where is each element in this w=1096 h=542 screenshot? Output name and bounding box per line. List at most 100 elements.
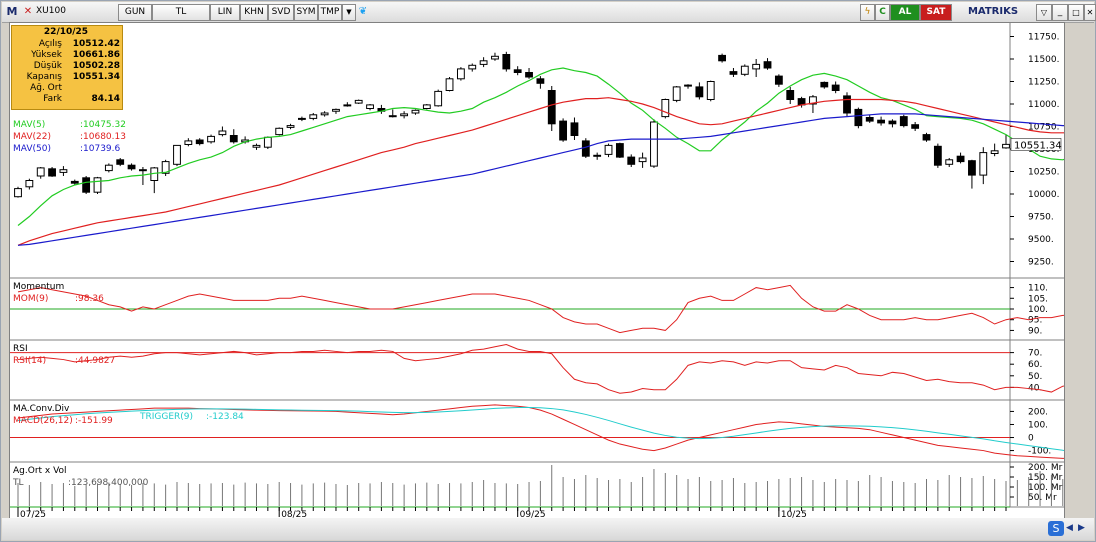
candle-body — [116, 159, 125, 165]
y-tick-label: 9500. — [1028, 235, 1054, 245]
series-value: :98.36 — [75, 294, 104, 304]
candle-body — [513, 69, 522, 73]
candle-body — [786, 90, 795, 100]
tmp-button[interactable]: TMP — [318, 4, 342, 21]
y-tick-label: 10000. — [1028, 190, 1060, 200]
candle-body — [366, 104, 374, 110]
period-button[interactable]: GUN — [118, 4, 152, 21]
last-price-label: 10551.34 — [1014, 140, 1062, 151]
candle-body — [570, 122, 579, 137]
ma-line — [17, 113, 1096, 246]
candle-body — [774, 75, 783, 85]
candle-body — [752, 63, 761, 70]
candle-body — [763, 61, 772, 69]
candle-body — [559, 120, 568, 141]
brand-label: MATRIKS — [967, 6, 1019, 17]
candle-body — [684, 84, 692, 87]
candle-body — [877, 119, 885, 124]
series-name: TL — [12, 478, 24, 488]
candle-body — [502, 54, 511, 70]
info-row: Kapanış 10551.34 — [12, 72, 122, 83]
candle-body — [286, 125, 295, 128]
candle-body — [491, 55, 499, 60]
candle-body — [729, 71, 738, 75]
svd-button[interactable]: SVD — [268, 4, 294, 21]
y-tick-label: 105. — [1028, 294, 1048, 304]
candle-body — [275, 127, 284, 136]
candle-body — [604, 144, 613, 155]
candle-body — [320, 112, 329, 116]
candle-body — [650, 121, 658, 167]
series-name: RSI(14) — [13, 356, 46, 366]
candle-body — [820, 81, 829, 88]
chart-svg: 9250.9500.9750.10000.10250.10500.10750.1… — [10, 23, 1096, 520]
info-value: 10512.42 — [72, 39, 120, 49]
series-name: MAV(22) — [13, 132, 51, 142]
y-tick-label: 60. — [1028, 360, 1042, 370]
maximize-icon[interactable]: □ — [1068, 4, 1084, 21]
candle-body — [59, 169, 68, 173]
currency-button[interactable]: TL — [152, 4, 210, 21]
minimize-icon[interactable]: ▽ — [1036, 4, 1052, 21]
candle-body — [627, 156, 636, 165]
info-label: Açılış — [38, 39, 62, 49]
series-name: MAV(50) — [13, 144, 51, 154]
sell-button[interactable]: SAT — [920, 4, 952, 21]
info-row: Açılış 10512.42 — [12, 39, 122, 50]
candle-body — [332, 108, 340, 112]
candle-body — [990, 150, 999, 155]
arrow-left-icon[interactable]: ◀ — [1066, 523, 1073, 533]
twitter-icon[interactable]: ❦ — [358, 6, 368, 17]
x-tick-label: 10/25 — [781, 510, 807, 518]
y-tick-label: 10750. — [1028, 123, 1060, 133]
refresh-icon[interactable]: C — [875, 4, 890, 21]
candle-body — [968, 160, 976, 176]
candle-body — [263, 136, 272, 148]
panel-title: MA.Conv.Div — [13, 404, 70, 414]
series-value: :123,698,400,000 — [68, 478, 149, 488]
close-window-icon[interactable]: ✕ — [1084, 4, 1096, 21]
candle-body — [298, 117, 306, 120]
candle-body — [593, 154, 602, 157]
candle-body — [933, 145, 942, 166]
y-tick-label: 0 — [1028, 434, 1034, 444]
candle-body — [229, 135, 238, 143]
candle-body — [184, 140, 193, 146]
y-tick-label: 11500. — [1028, 55, 1060, 65]
y-tick-label: 50. Mr — [1028, 493, 1057, 503]
info-label: Düşük — [33, 61, 62, 71]
info-value: 10502.28 — [72, 61, 120, 71]
candle-body — [468, 64, 477, 70]
lightning-icon[interactable]: ϟ — [860, 4, 875, 21]
series-value: :44.9827 — [75, 356, 115, 366]
series-value: :-151.99 — [75, 416, 113, 426]
close-symbol-icon[interactable]: ✕ — [23, 6, 33, 17]
sym-button[interactable]: SYM — [294, 4, 318, 21]
candle-body — [581, 140, 590, 157]
khn-button[interactable]: KHN — [240, 4, 268, 21]
ma-line — [17, 67, 1096, 226]
sync-icon[interactable]: S — [1048, 521, 1064, 536]
symbol-label[interactable]: XU100 — [36, 6, 66, 16]
candle-body — [456, 68, 465, 80]
candle-body — [252, 144, 261, 148]
candle-body — [956, 155, 965, 163]
candle-body — [139, 169, 147, 172]
chart-area[interactable]: 9250.9500.9750.10000.10250.10500.10750.1… — [9, 22, 1096, 520]
y-tick-label: 90. — [1028, 326, 1042, 336]
app-logo: M — [6, 5, 18, 18]
candle-body — [104, 164, 113, 172]
arrow-right-icon[interactable]: ▶ — [1078, 523, 1085, 533]
y-tick-label: 40. — [1028, 383, 1042, 393]
info-value: 10661.86 — [72, 50, 120, 60]
minimize-window-icon[interactable]: _ — [1052, 4, 1068, 21]
candle-body — [479, 60, 488, 65]
candle-body — [25, 180, 34, 188]
candle-body — [309, 114, 318, 119]
dropdown-arrow-icon[interactable]: ▼ — [342, 4, 356, 21]
ma-line — [17, 97, 1096, 246]
scale-button[interactable]: LIN — [210, 4, 240, 21]
y-tick-label: 11250. — [1028, 78, 1060, 88]
candle-body — [843, 95, 851, 114]
buy-button[interactable]: AL — [890, 4, 920, 21]
